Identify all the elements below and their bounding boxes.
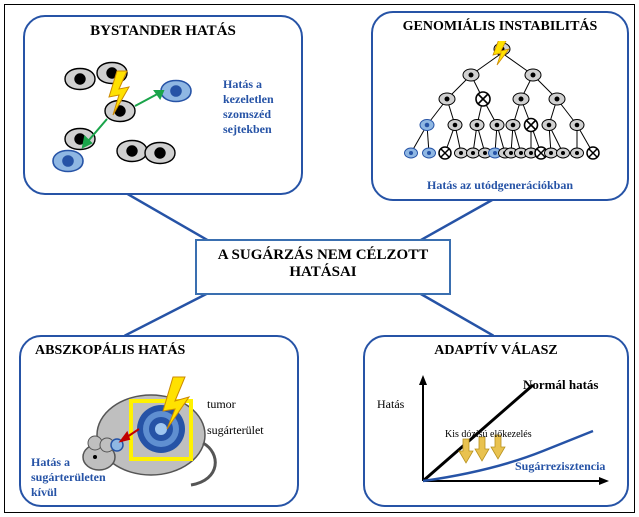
panel-genomic-title: GENOMIÁLIS INSTABILITÁS bbox=[373, 19, 627, 35]
abscopal-caption: Hatás a sugárterületen kívül bbox=[31, 455, 106, 500]
panel-bystander-note: Hatás a kezeletlen szomszéd sejtekben bbox=[223, 77, 274, 137]
abscopal-cap-2: sugárterületen bbox=[31, 470, 106, 484]
panel-bystander-title: BYSTANDER HATÁS bbox=[25, 23, 301, 40]
panel-genomic: GENOMIÁLIS INSTABILITÁS bbox=[371, 11, 629, 201]
diagram-canvas: A SUGÁRZÁS NEM CÉLZOTT HATÁSAI BYSTANDER… bbox=[4, 4, 635, 513]
panel-bystander: BYSTANDER HATÁS bbox=[23, 15, 303, 195]
abscopal-cap-3: kívül bbox=[31, 485, 57, 499]
adaptive-resist-label: Sugárrezisztencia bbox=[515, 459, 605, 474]
abscopal-area-label: sugárterület bbox=[207, 423, 264, 438]
panel-genomic-caption: Hatás az utódgenerációkban bbox=[373, 178, 627, 193]
bystander-note-2: kezeletlen bbox=[223, 92, 274, 106]
abscopal-tumor-label: tumor bbox=[207, 397, 236, 412]
adaptive-pretreat-label: Kis dózisú előkezelés bbox=[445, 429, 532, 440]
panel-genomic-tree bbox=[381, 41, 623, 181]
panel-abscopal: ABSZKOPÁLIS HATÁS bbox=[19, 335, 299, 507]
panel-bystander-graphic bbox=[35, 51, 225, 191]
panel-adaptive-title: ADAPTÍV VÁLASZ bbox=[365, 343, 627, 359]
bystander-note-3: szomszéd bbox=[223, 107, 271, 121]
center-line-2: HATÁSAI bbox=[289, 264, 356, 280]
center-line-1: A SUGÁRZÁS NEM CÉLZOTT bbox=[218, 247, 428, 263]
abscopal-cap-1: Hatás a bbox=[31, 455, 70, 469]
adaptive-normal-label: Normál hatás bbox=[523, 377, 598, 393]
panel-abscopal-title: ABSZKOPÁLIS HATÁS bbox=[35, 343, 297, 359]
center-title-box: A SUGÁRZÁS NEM CÉLZOTT HATÁSAI bbox=[195, 239, 451, 295]
adaptive-ylabel: Hatás bbox=[377, 397, 404, 412]
panel-adaptive: ADAPTÍV VÁLASZ Hatás Normál hatás Kis dó… bbox=[363, 335, 629, 507]
bystander-note-1: Hatás a bbox=[223, 77, 262, 91]
bystander-note-4: sejtekben bbox=[223, 122, 272, 136]
